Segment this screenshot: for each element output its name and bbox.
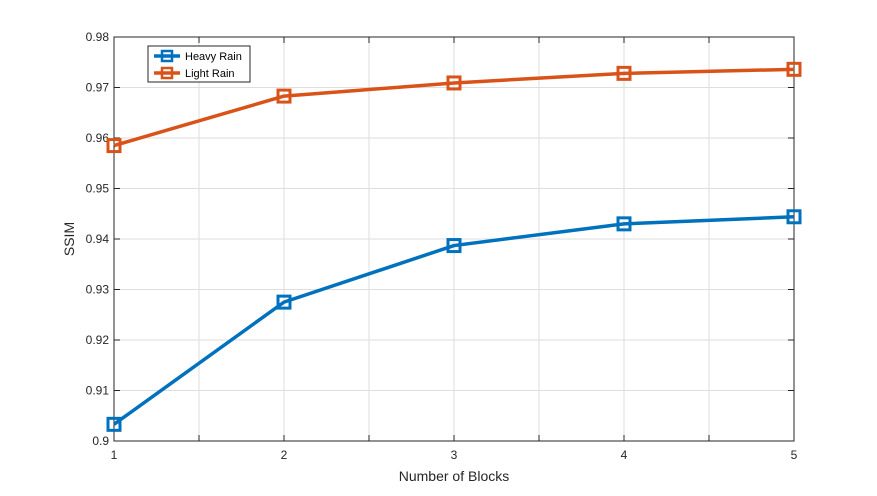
series-heavy-rain — [106, 209, 802, 432]
data-point — [446, 238, 462, 254]
ticks: 0.9 0.91 0.92 0.93 0.94 0.95 0.96 0.97 0.98 1 2 3 4 5 — [86, 30, 798, 462]
y-tick-label: 0.91 — [86, 384, 110, 398]
y-tick-label: 0.96 — [86, 131, 110, 145]
data-point — [276, 88, 292, 104]
y-tick-label: 0.95 — [86, 182, 110, 196]
data-point — [786, 209, 802, 225]
x-tick-label: 5 — [791, 448, 798, 462]
series-line — [112, 215, 795, 426]
data-point — [446, 75, 462, 91]
data-point — [786, 61, 802, 77]
legend-item-heavy-rain: Heavy Rain — [154, 49, 242, 63]
y-tick-label: 0.98 — [86, 30, 110, 44]
data-point — [616, 65, 632, 81]
data-point — [616, 216, 632, 232]
legend: Heavy Rain Light Rain — [147, 45, 251, 83]
data-point — [276, 294, 292, 310]
x-tick-label: 3 — [451, 448, 458, 462]
y-tick-label: 0.9 — [92, 434, 109, 448]
legend-label: Heavy Rain — [185, 51, 242, 63]
series-layer — [106, 61, 802, 432]
data-point — [106, 416, 122, 432]
x-tick-label: 4 — [621, 448, 628, 462]
legend-swatch-marker — [160, 66, 174, 80]
x-tick-label: 1 — [111, 448, 118, 462]
x-axis-title: Number of Blocks — [399, 468, 509, 484]
legend-item-light-rain: Light Rain — [154, 66, 235, 80]
y-tick-label: 0.97 — [86, 81, 110, 95]
y-tick-label: 0.94 — [86, 232, 110, 246]
legend-swatch-marker — [160, 49, 174, 63]
y-tick-label: 0.93 — [86, 283, 110, 297]
legend-label: Light Rain — [185, 68, 235, 80]
data-point — [106, 138, 122, 154]
series-line — [113, 67, 795, 148]
series-light-rain — [106, 61, 802, 154]
y-axis-title: SSIM — [61, 222, 77, 256]
y-tick-label: 0.92 — [86, 333, 110, 347]
x-tick-label: 2 — [281, 448, 288, 462]
